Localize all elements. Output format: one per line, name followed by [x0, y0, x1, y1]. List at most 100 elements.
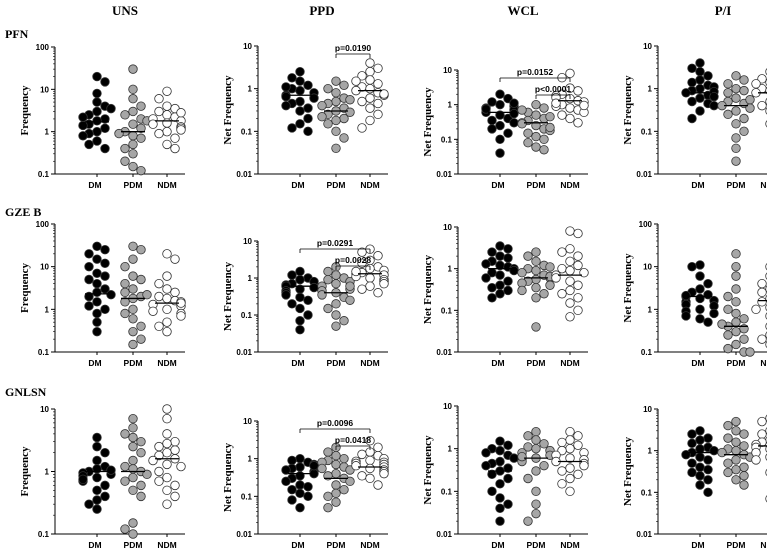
y-tick-label: 0.1: [38, 348, 50, 357]
data-point-dm: [495, 251, 505, 261]
data-point-pdm: [723, 420, 733, 431]
data-point-dm: [481, 259, 491, 269]
data-point-dm: [295, 316, 305, 326]
y-tick-label: 0.1: [441, 306, 453, 315]
data-point-pdm: [345, 107, 355, 117]
panel-gnlsn-uns: 0.1 1 10 Frequency DM PDM NDM: [19, 404, 186, 549]
data-point-ndm: [557, 437, 567, 448]
data-point-dm: [687, 438, 697, 449]
y-tick-label: 10: [643, 405, 652, 414]
data-point-pdm: [523, 251, 533, 261]
data-point-dm: [495, 280, 505, 290]
data-point-dm: [495, 148, 505, 158]
data-point-pdm: [128, 472, 138, 483]
data-point-ndm: [162, 293, 172, 304]
data-point-ndm: [162, 438, 172, 449]
data-point-dm: [703, 455, 713, 465]
data-point-pdm: [128, 106, 138, 117]
y-tick-label: 0.1: [38, 530, 50, 539]
y-tick-label: 0.1: [241, 127, 253, 136]
y-tick-label: 10: [243, 417, 252, 426]
data-point-pdm: [739, 441, 749, 451]
data-point-pdm: [128, 119, 138, 129]
data-point-dm: [703, 475, 713, 485]
data-point-ndm: [154, 466, 164, 477]
category-label-dm: DM: [491, 540, 504, 549]
data-point-ndm: [365, 93, 375, 103]
data-point-pdm: [323, 303, 333, 314]
data-point-dm: [695, 284, 705, 294]
category-label-ndm: NDM: [157, 358, 176, 368]
data-point-ndm: [565, 226, 575, 236]
data-point-dm: [106, 103, 116, 114]
data-point-dm: [495, 241, 505, 251]
data-point-ndm: [365, 435, 375, 446]
data-point-dm: [84, 301, 94, 311]
data-point-pdm: [136, 244, 146, 255]
data-point-ndm: [162, 499, 172, 509]
data-point-pdm: [128, 241, 138, 252]
y-tick-label: 100: [639, 220, 653, 229]
data-point-pdm: [723, 343, 733, 354]
data-point-pdm: [745, 347, 755, 357]
data-point-pdm: [723, 109, 733, 120]
data-point-dm: [709, 308, 719, 319]
column-title-3: P/I: [715, 3, 732, 18]
data-point-dm: [287, 123, 297, 133]
data-point-dm: [92, 136, 102, 146]
category-label-pdm: PDM: [727, 180, 746, 190]
data-point-dm: [92, 326, 102, 337]
category-label-pdm: PDM: [327, 540, 346, 549]
y-tick-label: 0.1: [641, 348, 653, 357]
y-tick-label: 1: [248, 85, 253, 94]
data-point-ndm: [154, 476, 164, 486]
data-point-dm: [92, 254, 102, 264]
data-point-pdm: [120, 297, 130, 307]
y-axis-label: Frequency: [19, 85, 31, 135]
data-point-dm: [303, 103, 313, 113]
y-tick-label: 1: [448, 265, 453, 274]
data-point-pdm: [128, 413, 138, 424]
data-point-pdm: [531, 282, 541, 293]
data-point-ndm: [557, 110, 567, 120]
data-point-ndm: [170, 480, 180, 491]
y-tick-label: 10: [443, 402, 452, 411]
data-point-dm: [295, 471, 305, 481]
data-point-pdm: [731, 455, 741, 465]
data-point-ndm: [373, 480, 383, 490]
data-point-ndm: [579, 460, 589, 471]
data-point-dm: [100, 244, 110, 255]
data-point-pdm: [731, 426, 741, 436]
data-point-dm: [287, 455, 297, 466]
data-point-pdm: [120, 524, 130, 534]
data-point-dm: [687, 261, 697, 272]
data-point-pdm: [317, 112, 327, 122]
data-point-ndm: [557, 466, 567, 476]
data-point-ndm: [565, 244, 575, 254]
data-point-dm: [695, 66, 705, 77]
data-point-ndm: [162, 304, 172, 315]
data-point-pdm: [128, 529, 138, 539]
data-point-ndm: [365, 115, 375, 126]
data-point-ndm: [162, 459, 172, 470]
data-point-ndm: [162, 126, 172, 137]
data-point-ndm: [365, 58, 375, 68]
data-point-dm: [495, 445, 505, 456]
data-point-ndm: [573, 293, 583, 303]
data-point-ndm: [162, 118, 172, 128]
data-point-pdm: [331, 459, 341, 470]
data-point-dm: [695, 480, 705, 490]
data-point-ndm: [154, 94, 164, 104]
data-point-pdm: [142, 469, 152, 480]
data-point-pdm: [723, 88, 733, 98]
data-point-dm: [509, 108, 519, 119]
data-point-dm: [509, 98, 519, 108]
y-tick-label: 1: [45, 468, 50, 477]
data-point-pdm: [523, 431, 533, 441]
data-point-ndm: [170, 445, 180, 455]
data-point-pdm: [531, 247, 541, 257]
category-label-ndm: NDM: [760, 358, 767, 368]
data-point-dm: [509, 265, 519, 276]
data-point-dm: [309, 282, 319, 293]
data-point-dm: [687, 113, 697, 124]
